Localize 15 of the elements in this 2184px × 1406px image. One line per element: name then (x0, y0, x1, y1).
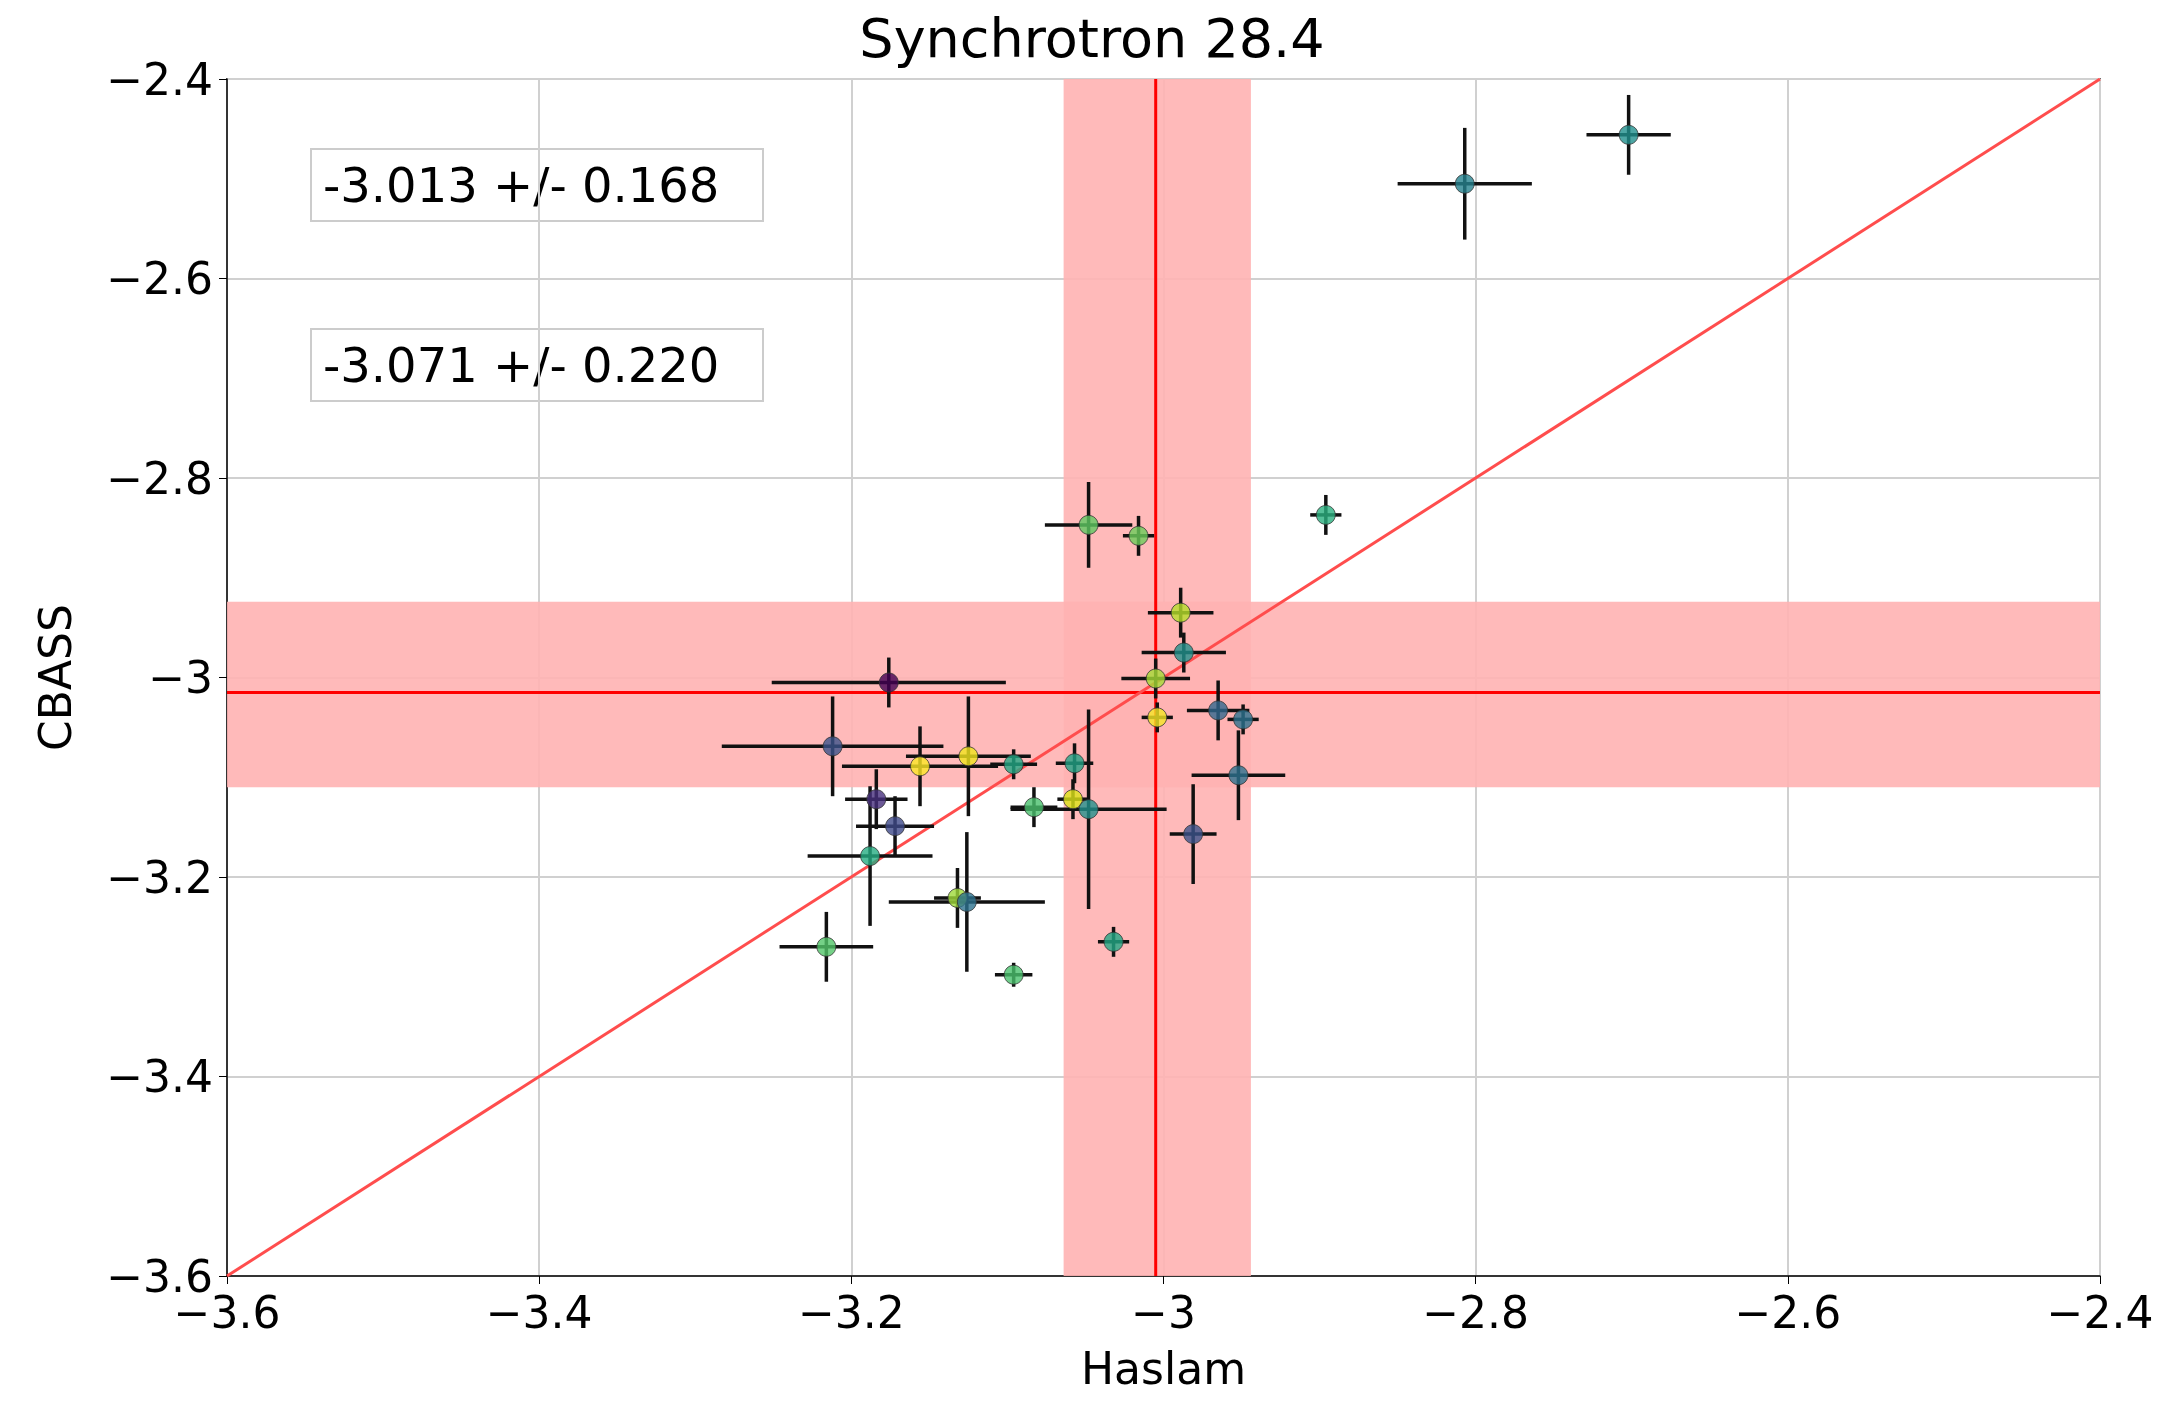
x-tick-label: −2.6 (1734, 1286, 1842, 1338)
x-tick-label: −2.8 (1422, 1286, 1530, 1338)
chart-title: Synchrotron 28.4 (859, 6, 1325, 70)
x-axis-title: Haslam (1080, 1342, 1247, 1394)
x-tick-label: −3.2 (797, 1286, 905, 1338)
y-tick-label: −2.8 (106, 452, 213, 504)
y-tick-label: −3.2 (106, 851, 213, 903)
y-tick-label: −3 (148, 652, 213, 703)
y-tick-label: −2.4 (106, 53, 213, 105)
y-tick-label: −3.4 (106, 1051, 213, 1102)
x-tick-label: −2.4 (2046, 1286, 2154, 1338)
y-tick-label: −2.6 (106, 253, 213, 304)
x-tick-label: −3 (1131, 1286, 1196, 1338)
x-tick-label: −3.4 (485, 1286, 593, 1338)
y-axis-title: CBASS (29, 604, 81, 751)
